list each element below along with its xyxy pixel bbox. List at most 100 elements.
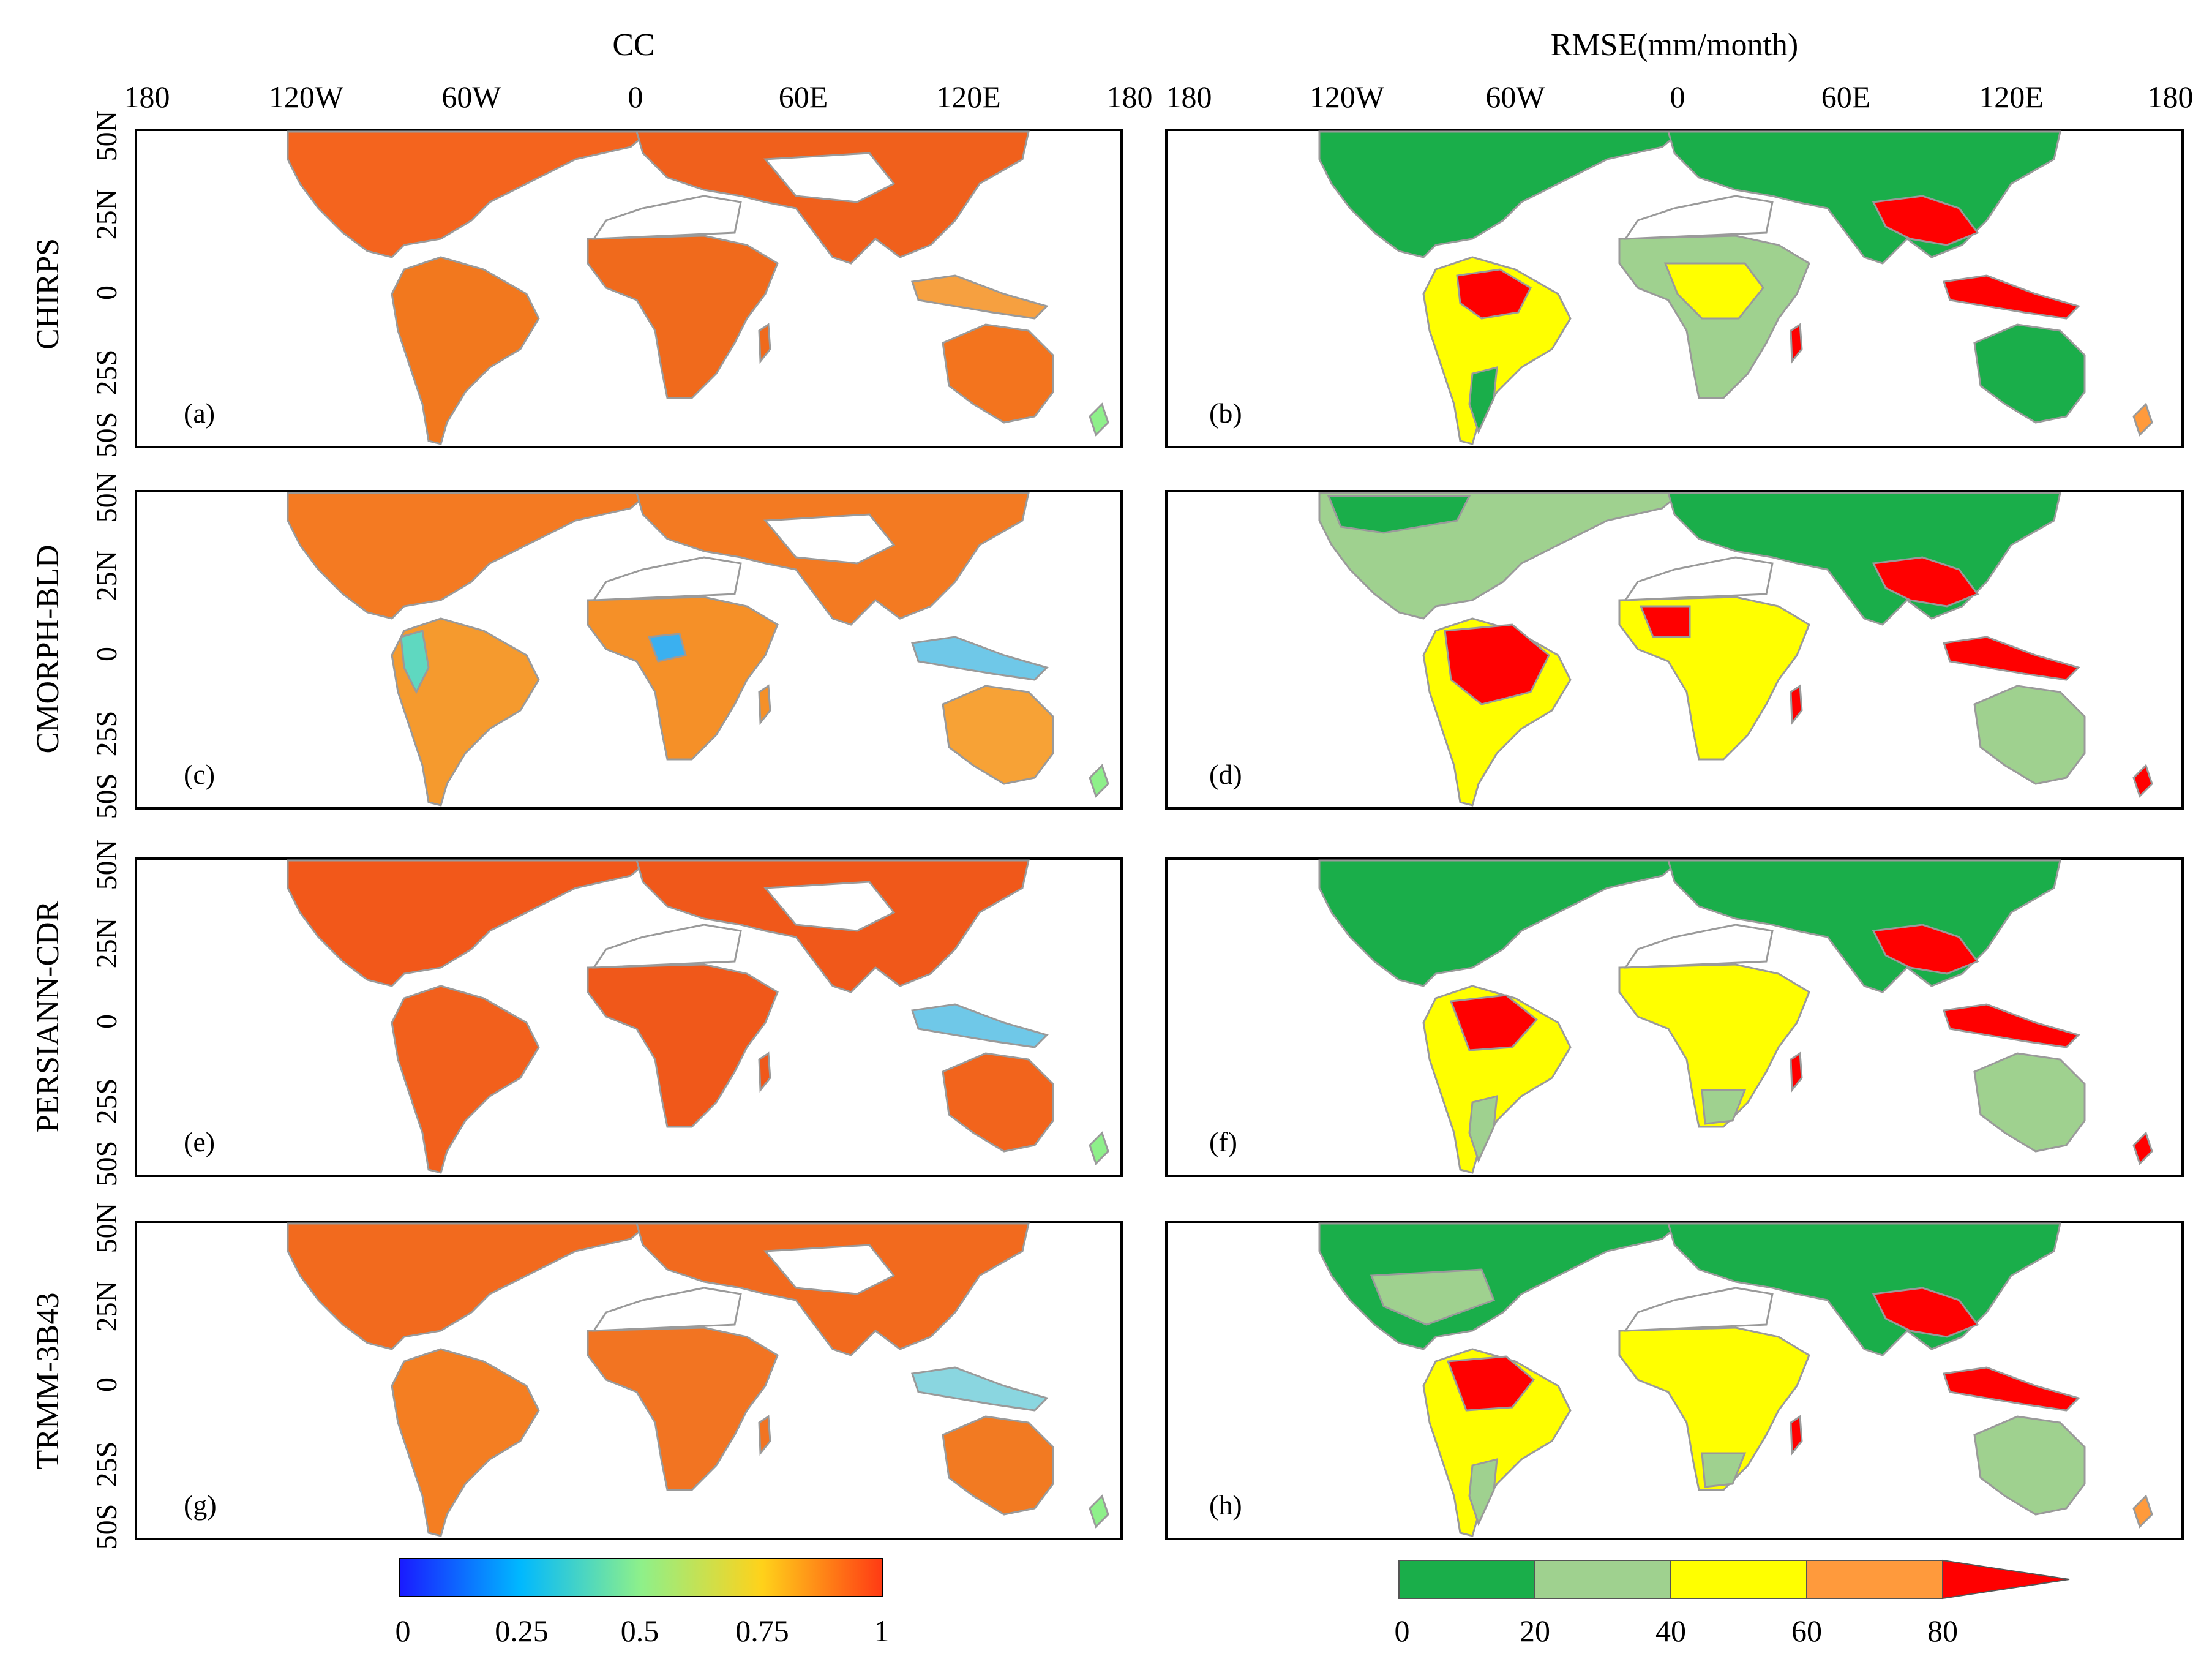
rmse-class-2 xyxy=(1670,1560,1807,1599)
southern-cone xyxy=(1468,1095,1498,1164)
south-america xyxy=(391,1348,540,1537)
lat-label: 25S xyxy=(91,1078,123,1124)
row-label-chirps: CHIRPS xyxy=(31,238,66,350)
andes-low xyxy=(400,630,430,694)
maritime-se-asia xyxy=(1943,1003,2080,1048)
sahara xyxy=(1624,1287,1774,1332)
boreal-low xyxy=(1327,495,1471,534)
rmse-tick-label: 60 xyxy=(1791,1614,1822,1648)
new-zealand xyxy=(2132,1131,2153,1165)
lat-label: 25S xyxy=(91,350,123,396)
panel-label: (h) xyxy=(1209,1489,1242,1521)
lat-labels: 50N 25N 0 25S 50S xyxy=(91,840,123,1187)
lon-label: 60E xyxy=(779,80,828,114)
panel-label: (f) xyxy=(1209,1126,1237,1157)
lon-label: 180 xyxy=(1166,80,1212,114)
land-rmse xyxy=(1318,1222,2153,1537)
row-label-persiann: PERSIANN-CDR xyxy=(31,900,66,1132)
sahara xyxy=(1624,556,1774,601)
maritime-se-asia xyxy=(1943,274,2080,320)
panel-label: (a) xyxy=(184,397,215,429)
siberia-gap xyxy=(763,1244,896,1295)
map-panel-e: (e) xyxy=(135,857,1123,1177)
sahara xyxy=(1624,195,1774,240)
lat-label: 0 xyxy=(91,285,123,300)
cc-tick-label: 0.5 xyxy=(621,1614,659,1648)
column-title-cc: CC xyxy=(612,28,654,62)
lat-label: 0 xyxy=(91,1014,123,1029)
sahara xyxy=(592,195,742,240)
africa-wet xyxy=(1663,262,1764,320)
new-zealand xyxy=(2132,1494,2153,1529)
land-rmse xyxy=(1318,130,2153,445)
panel-label: (b) xyxy=(1209,397,1242,429)
madagascar xyxy=(758,323,771,364)
new-zealand xyxy=(1089,1494,1109,1529)
siberia-gap xyxy=(763,513,896,565)
lat-label: 0 xyxy=(91,647,123,661)
lon-label: 180 xyxy=(1107,80,1153,114)
land-rmse xyxy=(1318,859,2153,1174)
africa xyxy=(587,963,779,1128)
madagascar xyxy=(758,1051,771,1093)
africa-high xyxy=(1639,605,1691,638)
congo-low xyxy=(647,633,687,663)
lat-label: 50S xyxy=(91,412,123,458)
amazon-high xyxy=(1444,623,1550,705)
map-panel-b: (b) xyxy=(1165,129,2184,448)
south-america xyxy=(391,256,540,445)
south-asia-high xyxy=(1872,924,1979,975)
lat-label: 50N xyxy=(91,472,123,523)
lon-label: 0 xyxy=(628,80,643,114)
australia xyxy=(942,685,1054,785)
madagascar xyxy=(1790,323,1803,364)
africa xyxy=(587,1326,779,1491)
map-panel-a: (a) xyxy=(135,129,1123,448)
land-cc xyxy=(287,130,1109,445)
maritime-se-asia xyxy=(911,1366,1049,1412)
lat-label: 50N xyxy=(91,111,123,162)
north-america xyxy=(287,859,652,987)
siberia-gap xyxy=(763,152,896,203)
maritime-se-asia xyxy=(911,1003,1049,1048)
lon-label: 0 xyxy=(1670,80,1685,114)
lon-label: 180 xyxy=(124,80,170,114)
sahara xyxy=(1624,924,1774,969)
panel-frame xyxy=(1165,857,2184,1177)
madagascar xyxy=(1790,1415,1803,1456)
rmse-class-0 xyxy=(1398,1560,1535,1599)
lat-label: 50N xyxy=(91,840,123,890)
land-cc xyxy=(287,1222,1109,1537)
lon-label: 120W xyxy=(1310,80,1385,114)
north-america xyxy=(287,130,652,258)
maritime-se-asia xyxy=(1943,636,2080,681)
south-asia-high xyxy=(1872,1287,1979,1338)
lon-label: 120W xyxy=(269,80,344,114)
panel-label: (d) xyxy=(1209,759,1242,790)
australia xyxy=(1973,685,2086,785)
column-title-rmse: RMSE(mm/month) xyxy=(1551,28,1798,62)
new-zealand xyxy=(2132,764,2153,798)
north-america xyxy=(287,492,652,620)
lat-label: 25S xyxy=(91,1442,123,1488)
lat-label: 50N xyxy=(91,1203,123,1254)
australia xyxy=(942,1052,1054,1153)
amazon-high xyxy=(1446,1355,1535,1412)
cc-tick-label: 0 xyxy=(396,1614,411,1648)
lat-label: 25N xyxy=(91,551,123,601)
new-zealand xyxy=(1089,764,1109,798)
rmse-tick-label: 0 xyxy=(1395,1614,1410,1648)
lon-label: 60E xyxy=(1821,80,1871,114)
sahara xyxy=(592,556,742,601)
lon-labels-right: 180 120W 60W 0 60E 120E 180 xyxy=(1166,80,2194,114)
lon-label: 180 xyxy=(2148,80,2194,114)
cc-tick-label: 0.75 xyxy=(735,1614,789,1648)
panel-frame xyxy=(1165,490,2184,810)
new-zealand xyxy=(1089,1131,1109,1165)
south-asia-high xyxy=(1872,556,1979,608)
panel-frame xyxy=(1165,1221,2184,1540)
madagascar xyxy=(1790,684,1803,726)
north-america xyxy=(287,1222,652,1350)
new-zealand xyxy=(1089,402,1109,437)
map-panel-d: (d) xyxy=(1165,490,2184,810)
